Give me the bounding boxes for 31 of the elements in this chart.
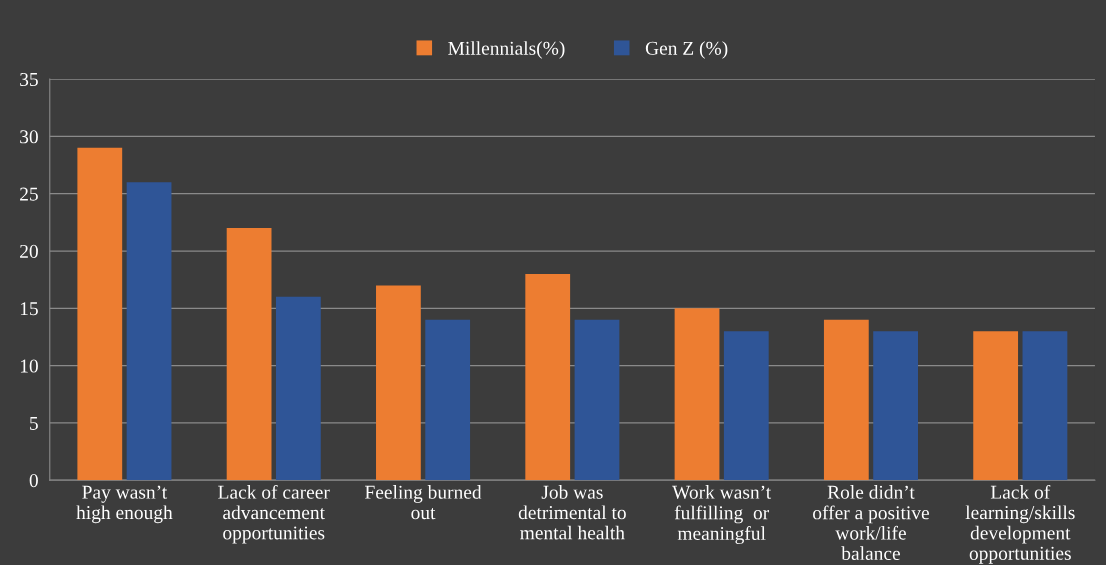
y-tick-label: 5 <box>30 416 38 430</box>
legend-label: Gen Z (%) <box>645 41 728 59</box>
x-tick-label: Lack of learning/skills development opportunities <box>965 484 1075 564</box>
x-tick-label: Pay wasn’t high enough <box>76 485 173 524</box>
y-tick-label: 35 <box>20 72 38 87</box>
y-tick-label: 10 <box>20 359 38 373</box>
bar <box>77 147 123 481</box>
legend-label: Millennials(%) <box>448 41 565 59</box>
bar <box>674 308 720 481</box>
bar <box>275 296 321 481</box>
x-tick-label: Role didn’t offer a positive work/life balance <box>813 485 929 561</box>
bar <box>574 319 620 481</box>
x-tick-label: Feeling burned out <box>365 485 482 520</box>
y-tick-label: 0 <box>29 474 38 488</box>
x-tick-label: Work wasn’t fulfilling or meaningful <box>672 485 772 544</box>
bar <box>425 319 471 481</box>
bar <box>823 319 869 481</box>
y-tick-label: 30 <box>20 130 38 144</box>
y-tick-label: 15 <box>20 302 38 316</box>
bar <box>873 331 919 481</box>
y-tick-label: 25 <box>20 187 38 201</box>
bar <box>126 182 172 481</box>
bar <box>973 331 1019 481</box>
bar <box>525 273 571 481</box>
bar <box>226 228 272 481</box>
x-tick-label: Lack of career advancement opportunities <box>218 484 330 544</box>
bar <box>376 285 421 481</box>
bar <box>1022 331 1068 481</box>
bar <box>723 331 769 481</box>
x-tick-label: Job was detrimental to mental health <box>518 485 626 540</box>
y-tick-label: 20 <box>20 244 38 258</box>
